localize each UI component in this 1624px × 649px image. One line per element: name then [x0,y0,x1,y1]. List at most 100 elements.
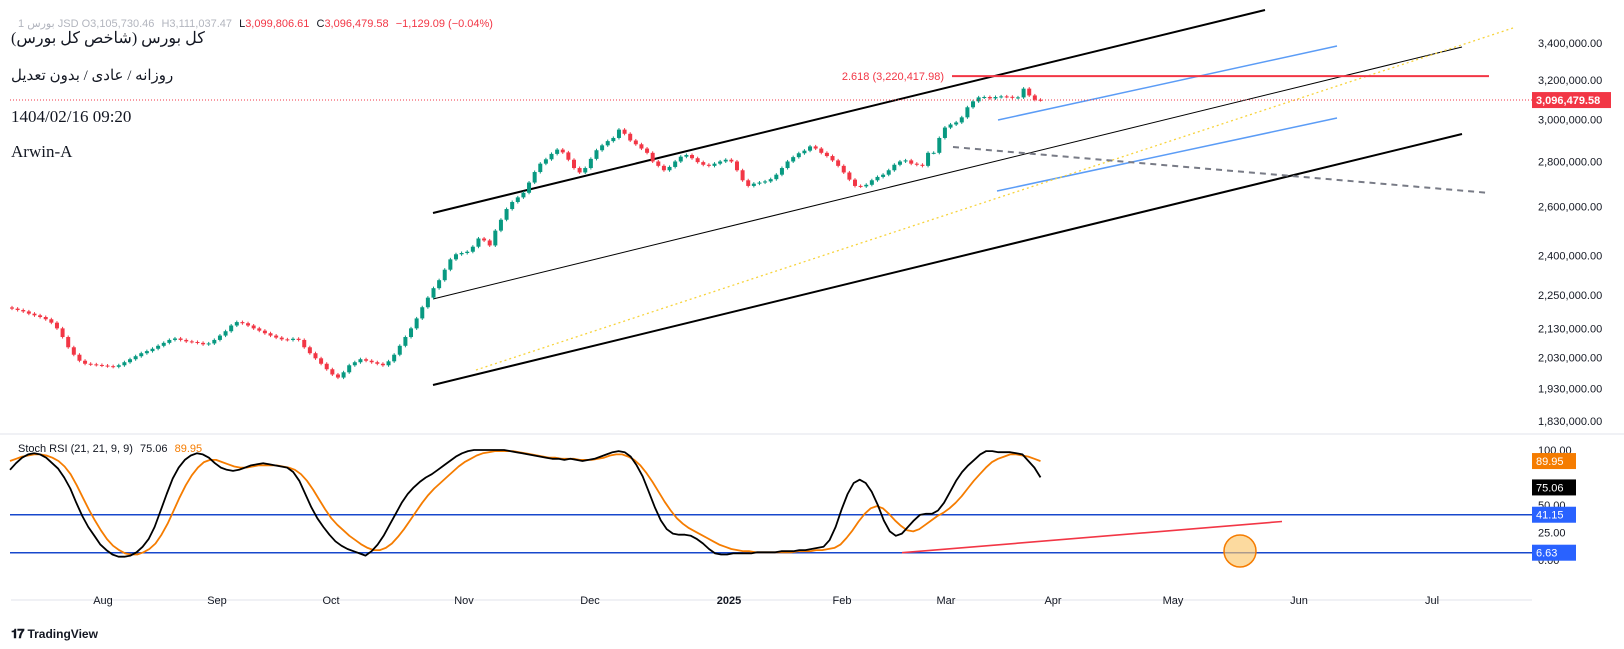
candle-body [201,342,206,345]
candle-body [397,345,402,355]
candle-body [122,362,127,366]
candle-body [931,152,936,154]
price-tick-label: 2,130,000.00 [1538,323,1602,335]
candle-body [1004,96,1009,98]
price-tick-label: 2,250,000.00 [1538,290,1602,302]
stoch-d-line [9,450,1041,556]
candle-body [21,310,26,312]
high-value: 3,111,037.47 [169,18,232,30]
candle-body [1032,95,1037,100]
inner-channel-lower-line [996,117,1338,192]
candle-body [482,238,487,241]
candle-body [71,347,76,355]
high-label: H [161,18,170,30]
candle-body [291,338,295,340]
candle-body [847,172,852,180]
candle-body [999,96,1004,98]
candle-body [684,154,689,157]
time-tick-label: Aug [93,595,113,607]
candle-body [948,124,953,128]
highlight-circle [1223,534,1257,568]
candle-body [886,170,891,175]
candle-body [723,159,728,162]
candle-body [622,129,627,134]
candle-body [403,337,408,346]
candle-body [836,160,841,166]
candle-body [369,360,374,363]
yellow-dotted-trendline [475,27,1514,371]
candle-body [695,158,700,163]
candle-body [706,164,711,166]
candlestick-series [10,87,1043,380]
stoch-k-badge [1532,479,1576,496]
candle-body [246,323,251,326]
tradingview-icon: 𝟏𝟕 [11,626,25,641]
stoch-k-label: 75.06 [1536,482,1564,494]
candle-body [128,359,133,363]
candle-body [285,339,290,341]
candle-body [229,325,234,332]
candle-body [976,97,981,102]
close-label: C [316,18,325,30]
candle-body [1010,96,1015,98]
candle-body [414,318,419,329]
candle-body [813,146,818,149]
tradingview-logo[interactable]: 𝟏𝟕 TradingView [11,626,98,642]
symbol-prefix: 1 بورس JSD [18,18,79,30]
candle-body [824,152,829,157]
stoch-rsi-legend[interactable]: Stoch RSI (21, 21, 9, 9) 75.06 89.95 [18,443,202,455]
candle-body [616,129,621,138]
candle-body [532,172,537,183]
candle-body [431,288,436,298]
time-tick-label: Oct [322,595,339,607]
candle-body [262,330,267,334]
candle-body [54,322,59,329]
candle-body [66,337,71,348]
candle-body [139,353,144,357]
candle-body [774,174,779,180]
candle-body [144,351,149,354]
candle-body [645,148,650,153]
candle-body [628,133,633,141]
candle-body [307,347,312,354]
candle-body [583,168,588,173]
candle-body [729,159,734,162]
candle-body [605,141,610,146]
candle-body [335,374,340,378]
chart-title: کل بورس (شاخص کل بورس) [11,30,205,47]
candle-body [555,149,560,154]
candle-body [779,168,784,175]
candle-body [987,97,992,99]
price-axis[interactable]: 3,400,000.00 3,200,000.00 3,000,000.00 2,80… [1532,38,1611,567]
stoch-rsi-k-value: 75.06 [140,443,168,455]
time-tick-label: Jul [1425,595,1439,607]
candle-body [639,144,644,149]
candle-body [476,238,481,247]
candle-body [515,197,520,203]
time-tick-label: 2025 [717,595,741,607]
candle-body [32,313,37,316]
candle-body [746,180,751,186]
chart-subtitle: روزانه / عادی / بدون تعدیل [11,68,174,84]
price-tick-label: 3,200,000.00 [1538,75,1602,87]
channel-upper-line [432,9,1266,214]
candle-body [881,174,886,177]
price-tick-label: 2,600,000.00 [1538,202,1602,214]
candle-body [1027,88,1032,96]
candle-body [808,146,813,151]
candle-body [223,331,228,336]
candle-body [420,307,425,319]
candle-body [841,165,846,173]
stoch-rsi-pane [9,449,1532,568]
price-tick-label: 1,930,000.00 [1538,384,1602,396]
candle-body [111,366,116,368]
candle-body [15,308,20,311]
time-axis[interactable]: Aug Sep Oct Nov Dec 2025 Feb Mar Apr May Jun Jul [93,595,1439,607]
candle-body [543,159,548,164]
candle-body [942,127,947,138]
candle-body [937,137,942,153]
stoch-level-label: 41.15 [1536,510,1564,522]
candle-body [914,163,919,165]
candle-body [178,338,183,340]
